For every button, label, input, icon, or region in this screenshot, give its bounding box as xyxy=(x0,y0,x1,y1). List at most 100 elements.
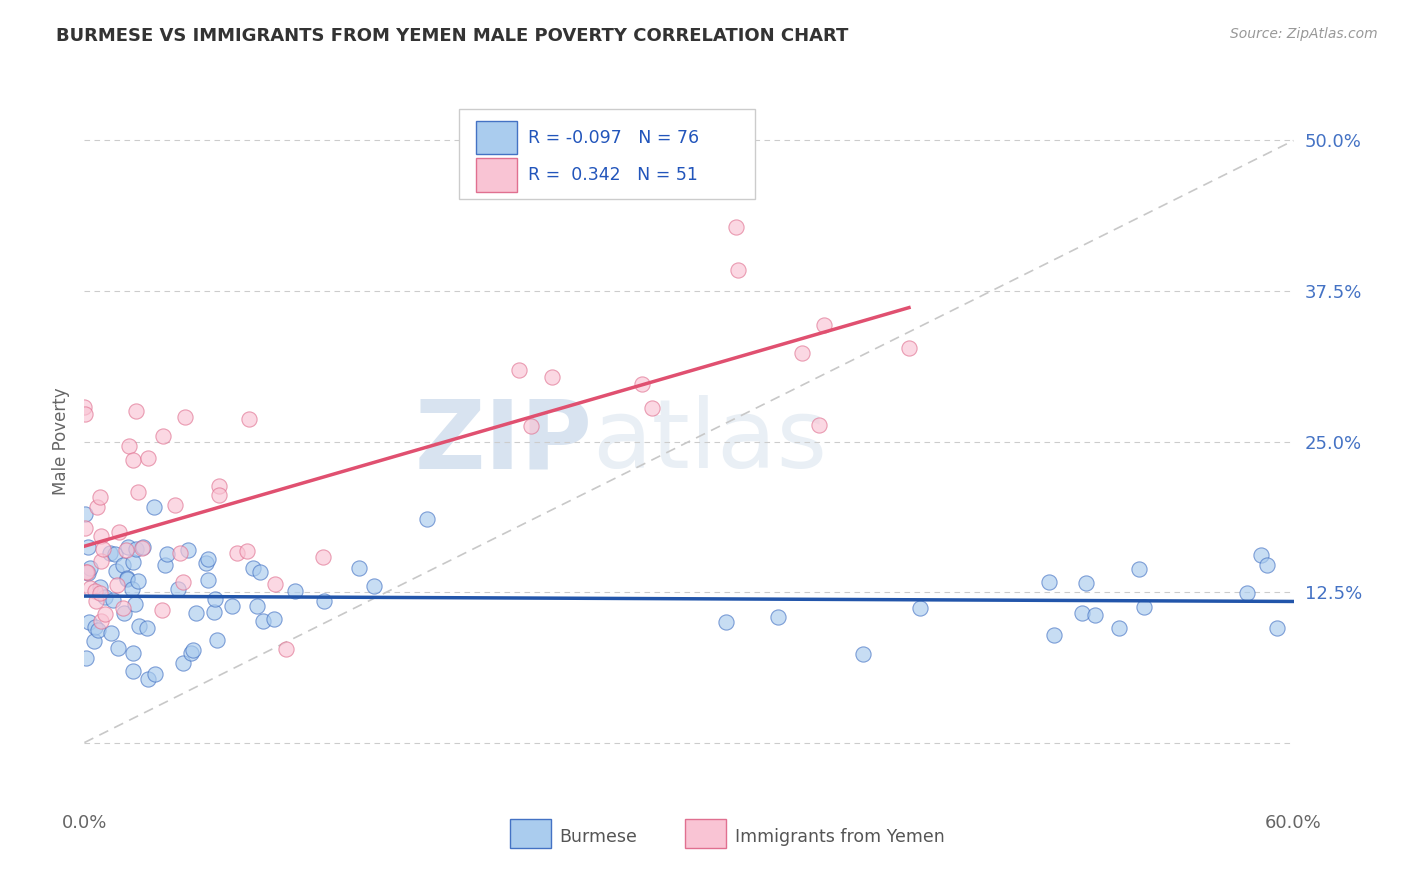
Point xyxy=(94,590,117,604)
Point xyxy=(766,609,789,624)
Point xyxy=(363,579,385,593)
Point xyxy=(808,418,831,433)
Point xyxy=(90,554,112,568)
Point xyxy=(641,401,664,415)
Point xyxy=(94,607,117,622)
FancyBboxPatch shape xyxy=(477,159,517,192)
Point xyxy=(121,582,143,596)
Point xyxy=(225,546,247,560)
Text: ZIP: ZIP xyxy=(415,395,592,488)
Point xyxy=(631,376,654,391)
Point xyxy=(73,507,96,521)
Point xyxy=(75,566,97,580)
Point xyxy=(132,540,155,554)
Point xyxy=(104,547,127,561)
Point xyxy=(284,583,307,598)
Point xyxy=(898,341,921,355)
Point xyxy=(1267,621,1289,635)
Point xyxy=(1038,575,1060,590)
Point xyxy=(347,560,370,574)
Point xyxy=(238,411,260,425)
Point xyxy=(852,647,875,661)
Point xyxy=(167,582,190,596)
Point xyxy=(163,498,186,512)
Point xyxy=(87,623,110,637)
Point xyxy=(77,540,100,554)
Point xyxy=(107,641,129,656)
Point xyxy=(84,594,107,608)
FancyBboxPatch shape xyxy=(460,109,755,200)
Point xyxy=(416,512,439,526)
Point xyxy=(173,410,195,425)
Point xyxy=(125,541,148,556)
Point xyxy=(172,575,194,590)
Point xyxy=(143,500,166,515)
Point xyxy=(121,664,143,678)
Point xyxy=(207,479,229,493)
Y-axis label: Male Poverty: Male Poverty xyxy=(52,388,70,495)
Text: Immigrants from Yemen: Immigrants from Yemen xyxy=(735,829,945,847)
Point xyxy=(540,370,562,384)
Point xyxy=(264,577,287,591)
Text: R =  0.342   N = 51: R = 0.342 N = 51 xyxy=(529,166,697,184)
Point xyxy=(249,565,271,579)
Point xyxy=(150,603,173,617)
Point xyxy=(100,626,122,640)
Text: Source: ZipAtlas.com: Source: ZipAtlas.com xyxy=(1230,27,1378,41)
Point xyxy=(311,550,333,565)
Point xyxy=(105,577,128,591)
Point xyxy=(112,606,135,620)
Point xyxy=(242,561,264,575)
Point xyxy=(205,633,228,648)
Point xyxy=(118,439,141,453)
Point xyxy=(1071,606,1094,620)
Point xyxy=(79,581,101,595)
Point xyxy=(136,450,159,465)
Point xyxy=(221,599,243,613)
Point xyxy=(89,586,111,600)
Point xyxy=(115,573,138,587)
Point xyxy=(246,599,269,614)
Point xyxy=(122,555,145,569)
Point xyxy=(127,485,149,500)
Point xyxy=(76,566,98,581)
Point xyxy=(114,543,136,558)
Point xyxy=(124,597,146,611)
Point xyxy=(314,594,336,608)
Point xyxy=(111,601,134,615)
FancyBboxPatch shape xyxy=(685,820,727,848)
Point xyxy=(75,521,97,535)
Point xyxy=(86,500,108,515)
Point xyxy=(252,614,274,628)
Point xyxy=(1236,586,1258,600)
Point xyxy=(156,547,179,561)
Point xyxy=(204,592,226,607)
Point xyxy=(76,566,98,580)
Point xyxy=(1128,562,1150,576)
Point xyxy=(79,561,101,575)
Point xyxy=(180,646,202,660)
Point xyxy=(197,573,219,587)
Point xyxy=(98,546,121,560)
Point xyxy=(908,601,931,615)
FancyBboxPatch shape xyxy=(477,121,517,154)
Point xyxy=(115,571,138,585)
Point xyxy=(128,619,150,633)
FancyBboxPatch shape xyxy=(510,820,551,848)
Point xyxy=(117,540,139,554)
Point xyxy=(75,651,97,665)
Point xyxy=(716,615,738,629)
Point xyxy=(186,606,208,620)
Point xyxy=(89,491,111,505)
Point xyxy=(195,556,218,570)
Point xyxy=(1108,621,1130,635)
Point xyxy=(724,220,747,235)
Point xyxy=(153,558,176,573)
Point xyxy=(91,541,114,556)
Point xyxy=(1043,628,1066,642)
Point xyxy=(90,614,112,628)
Point xyxy=(84,620,107,634)
Point xyxy=(1084,607,1107,622)
Point xyxy=(143,666,166,681)
Point xyxy=(136,672,159,686)
